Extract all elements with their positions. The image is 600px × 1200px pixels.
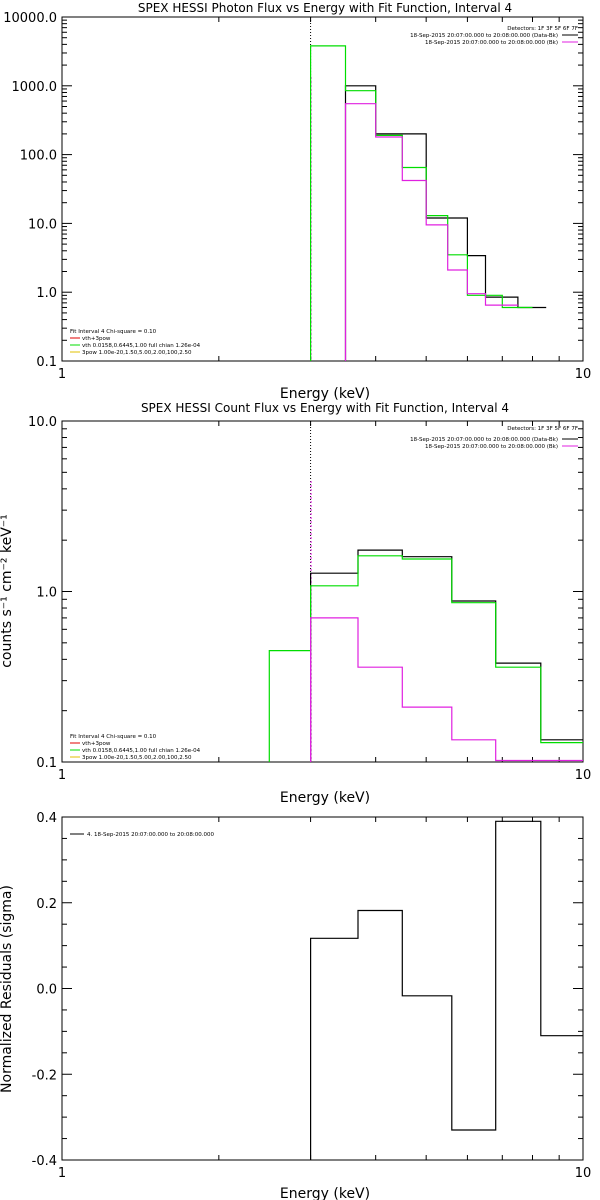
- y-tick-label: 1.0: [36, 286, 57, 301]
- y-tick-label: 10.0: [28, 217, 57, 232]
- legend-left-label: vth+3pow: [82, 741, 111, 747]
- legend-right-label: 18-Sep-2015 20:07:00.000 to 20:08:00.000…: [425, 40, 558, 46]
- y-tick-label: 0.1: [36, 355, 57, 370]
- count-flux-xlabel: Energy (keV): [280, 790, 370, 806]
- count-flux-detectors: Detectors: 1F 3F 5F 6F 7F: [507, 426, 578, 432]
- series-background: [310, 617, 583, 762]
- legend-left-label: 3pow 1.00e-20,1.50,5.00,2.00,100,2.50: [82, 755, 192, 761]
- count-flux-panel: SPEX HESSI Count Flux vs Energy with Fit…: [0, 401, 591, 806]
- photon-flux-detectors: Detectors: 1F 3F 5F 6F 7F: [507, 26, 578, 32]
- count-flux-axes: 1 10 10.0 1.0 0.1: [28, 415, 591, 783]
- residuals-ylabel: Normalized Residuals (sigma): [0, 885, 15, 1093]
- photon-flux-series: [310, 17, 547, 361]
- photon-flux-title: SPEX HESSI Photon Flux vs Energy with Fi…: [138, 1, 512, 15]
- x-tick-label: 10: [575, 768, 592, 783]
- y-tick-label: -0.4: [32, 1154, 57, 1169]
- legend-label: 4. 18-Sep-2015 20:07:00.000 to 20:08:00.…: [87, 832, 214, 838]
- residuals-axes: 1 10 0.4 0.2 0.0 -0.2 -0.4: [32, 811, 592, 1181]
- residuals-legend: 4. 18-Sep-2015 20:07:00.000 to 20:08:00.…: [70, 832, 214, 838]
- y-tick-label: 100.0: [20, 149, 57, 164]
- x-tick-label: 10: [575, 367, 592, 382]
- count-flux-fit-title: Fit Interval 4 Chi-square = 0.10: [70, 734, 157, 740]
- y-tick-label: -0.2: [32, 1068, 57, 1083]
- x-tick-label: 1: [58, 1166, 66, 1181]
- photon-flux-fit-title: Fit Interval 4 Chi-square = 0.10: [70, 329, 157, 335]
- residuals-series: [310, 820, 583, 1160]
- photon-flux-panel: SPEX HESSI Photon Flux vs Energy with Fi…: [3, 1, 591, 402]
- x-tick-label: 1: [58, 768, 66, 783]
- series-vth-3pow: [268, 555, 583, 762]
- y-tick-label: 1000.0: [12, 80, 58, 95]
- legend-right-label: 18-Sep-2015 20:07:00.000 to 20:08:00.000…: [410, 437, 558, 443]
- count-flux-title: SPEX HESSI Count Flux vs Energy with Fit…: [141, 401, 509, 415]
- legend-right-label: 18-Sep-2015 20:07:00.000 to 20:08:00.000…: [425, 444, 558, 450]
- series-4-18-sep-2015-20-07-00-000-to-20-08-00-000: [310, 820, 583, 1160]
- x-tick-label: 1: [58, 367, 66, 382]
- y-tick-label: 0.2: [36, 897, 57, 912]
- series-background: [344, 103, 518, 361]
- residuals-xlabel: Energy (keV): [280, 1186, 370, 1200]
- y-tick-label: 0.0: [36, 983, 57, 998]
- photon-flux-plot-frame: [61, 16, 584, 362]
- y-tick-label: 10.0: [28, 415, 57, 430]
- legend-left-label: 3pow 1.00e-20,1.50,5.00,2.00,100,2.50: [82, 350, 192, 356]
- series-data: [310, 549, 583, 762]
- y-tick-label: 1.0: [36, 586, 57, 601]
- y-tick-label: 0.1: [36, 756, 57, 771]
- legend-left-label: vth 0.0158,0.6445,1.00 full chian 1.26e-…: [82, 748, 201, 754]
- legend-right-label: 18-Sep-2015 20:07:00.000 to 20:08:00.000…: [410, 33, 558, 39]
- series-vth-3pow: [310, 45, 533, 361]
- photon-flux-axes: 1 10 10000.0 1000.0 100.0 10.0 1.0 0.1: [3, 11, 591, 382]
- count-flux-legend-right: 18-Sep-2015 20:07:00.000 to 20:08:00.000…: [410, 437, 578, 450]
- x-tick-label: 10: [575, 1166, 592, 1181]
- residuals-plot-frame: [61, 816, 584, 1161]
- y-tick-label: 0.4: [36, 811, 57, 826]
- photon-flux-legend-right: 18-Sep-2015 20:07:00.000 to 20:08:00.000…: [410, 33, 578, 46]
- count-flux-plot-frame: [61, 420, 584, 763]
- photon-flux-xlabel: Energy (keV): [280, 386, 370, 402]
- legend-left-label: vth 0.0158,0.6445,1.00 full chian 1.26e-…: [82, 343, 201, 349]
- legend-left-label: vth+3pow: [82, 336, 111, 342]
- y-tick-label: 10000.0: [3, 11, 57, 26]
- residuals-panel: 1 10 0.4 0.2 0.0 -0.2 -0.4 4. 18-Sep-2015 20:0…: [0, 811, 591, 1200]
- count-flux-series: [268, 421, 583, 762]
- count-flux-ylabel: counts s⁻¹ cm⁻² keV⁻¹: [0, 514, 15, 668]
